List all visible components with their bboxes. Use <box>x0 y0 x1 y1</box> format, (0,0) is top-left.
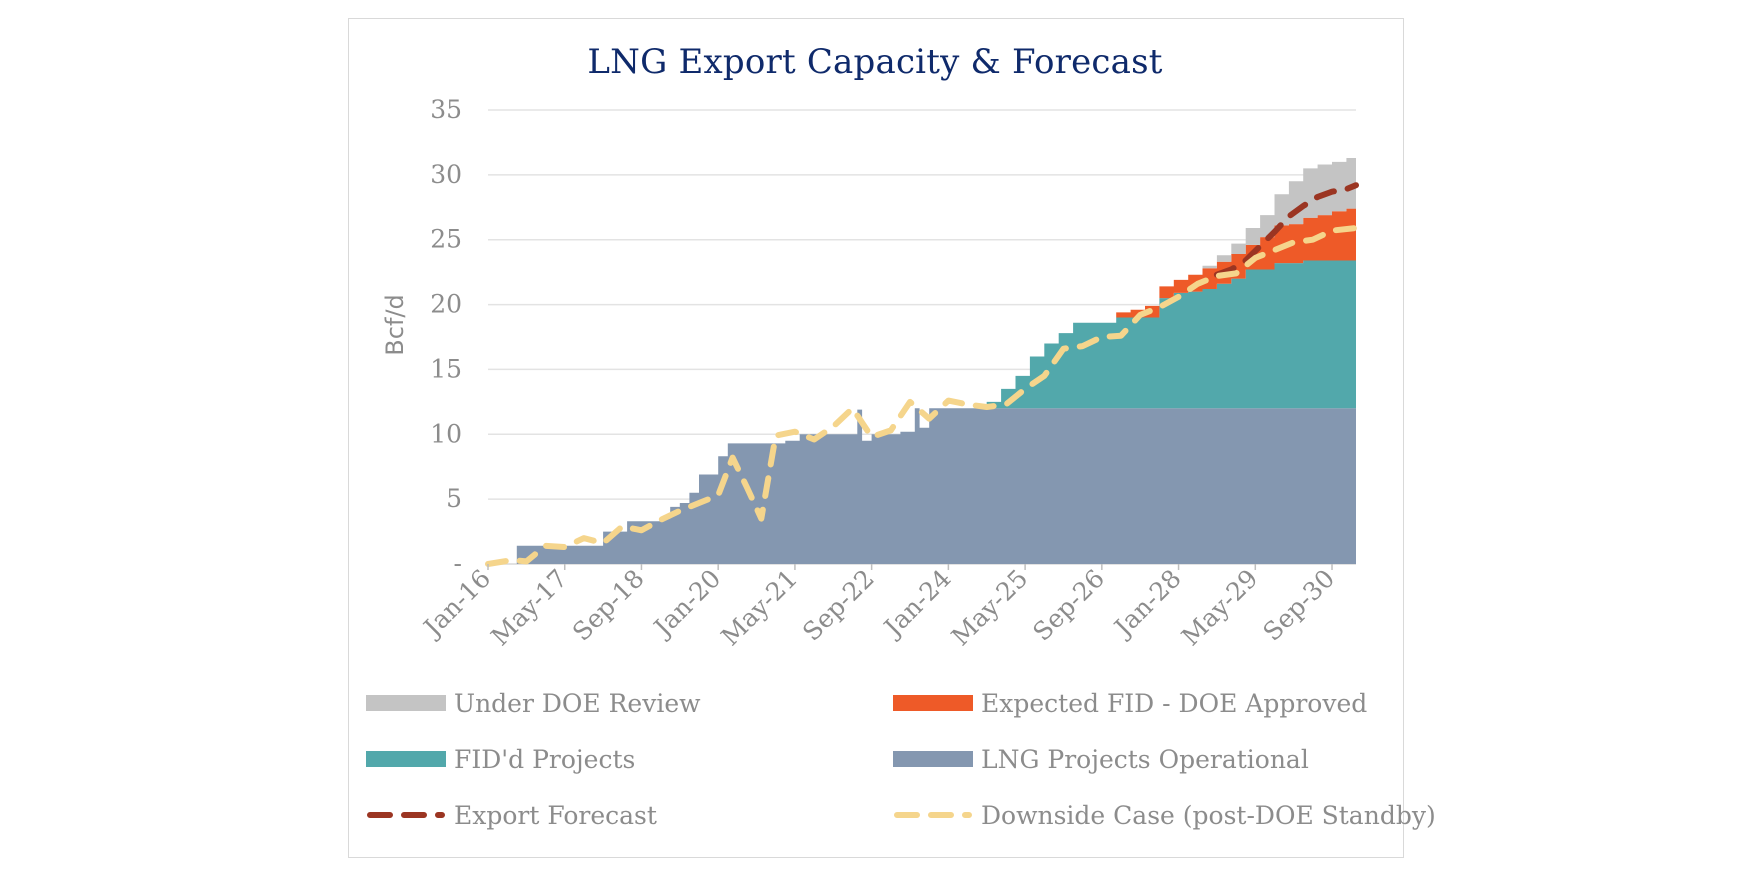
forecast-lines <box>485 182 1359 567</box>
legend-item: Expected FID - DOE Approved <box>893 689 1367 718</box>
y-tick-label: 15 <box>430 354 462 383</box>
x-tick-label: May-29 <box>1176 564 1264 652</box>
x-axis-ticks: Jan-16May-17Sep-18Jan-20May-21Sep-22Jan-… <box>416 564 1340 652</box>
x-tick-label: Sep-26 <box>1027 564 1110 647</box>
y-tick-label: 25 <box>430 225 462 254</box>
legend-item: Downside Case (post-DOE Standby) <box>894 801 1436 830</box>
y-axis-ticks: - 5 10 15 20 25 30 35 <box>430 95 462 578</box>
y-tick-label: 35 <box>430 95 462 124</box>
x-tick-label: May-25 <box>946 564 1034 652</box>
y-tick-label: 20 <box>430 290 462 319</box>
x-tick-label: Jan-28 <box>1107 564 1187 644</box>
x-tick-label: May-21 <box>716 564 804 652</box>
x-tick-label: Sep-18 <box>567 564 650 647</box>
legend-label: Export Forecast <box>454 801 657 830</box>
area-lng-projects-operational <box>488 408 1356 564</box>
x-tick-label: Jan-20 <box>646 564 726 644</box>
legend-item: Export Forecast <box>367 801 657 830</box>
legend-label: LNG Projects Operational <box>981 745 1309 774</box>
y-tick-label: - <box>454 549 462 578</box>
x-tick-label: Jan-24 <box>877 564 957 644</box>
legend-label: Expected FID - DOE Approved <box>981 689 1367 718</box>
x-tick-label: Sep-30 <box>1257 564 1340 647</box>
y-tick-label: 5 <box>446 484 462 513</box>
legend-swatch <box>893 751 973 767</box>
legend-label: Under DOE Review <box>454 689 701 718</box>
legend-item: FID'd Projects <box>366 745 635 774</box>
legend-item: Under DOE Review <box>366 689 701 718</box>
legend: Under DOE Review Expected FID - DOE Appro… <box>366 689 1436 830</box>
stacked-areas <box>488 150 1356 564</box>
x-tick-label: May-17 <box>485 564 573 652</box>
legend-swatch <box>366 751 446 767</box>
chart-title: LNG Export Capacity & Forecast <box>587 42 1163 82</box>
line-export-forecast <box>1213 182 1359 278</box>
y-tick-label: 30 <box>430 160 462 189</box>
x-tick-label: Sep-22 <box>797 564 880 647</box>
legend-item: LNG Projects Operational <box>893 745 1309 774</box>
legend-swatch <box>893 695 973 711</box>
legend-label: Downside Case (post-DOE Standby) <box>981 801 1436 830</box>
y-tick-label: 10 <box>430 419 462 448</box>
legend-label: FID'd Projects <box>454 745 635 774</box>
line-downside-case-post-doe-standby- <box>485 225 1359 567</box>
legend-swatch <box>366 695 446 711</box>
area-fid-d-projects <box>488 260 1356 564</box>
y-axis-label: Bcf/d <box>381 294 409 355</box>
